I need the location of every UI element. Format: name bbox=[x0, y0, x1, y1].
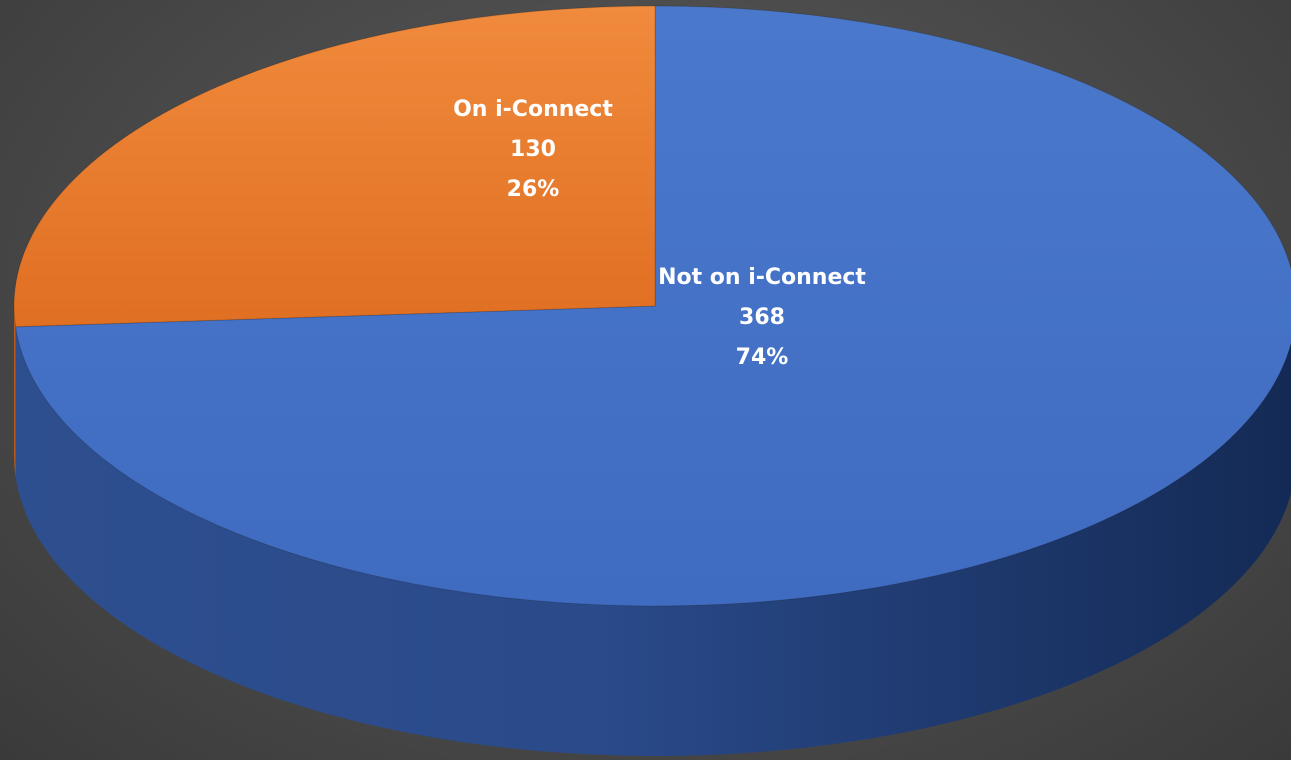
data-label-percent: 26% bbox=[507, 177, 560, 202]
data-label-not-on-iconnect: Not on i-Connect 368 74% bbox=[658, 265, 866, 370]
data-label-percent: 74% bbox=[736, 345, 789, 370]
data-label-value: 368 bbox=[739, 305, 785, 330]
pie-side-on-iconnect bbox=[14, 306, 16, 477]
data-label-category: On i-Connect bbox=[453, 97, 613, 122]
data-label-on-iconnect: On i-Connect 130 26% bbox=[453, 97, 613, 202]
data-label-category: Not on i-Connect bbox=[658, 265, 866, 290]
data-label-value: 130 bbox=[510, 137, 556, 162]
slice-on-iconnect bbox=[13, 5, 656, 328]
slice-not-on-iconnect bbox=[14, 5, 1291, 607]
pie-side-not-on-iconnect bbox=[15, 326, 1291, 756]
